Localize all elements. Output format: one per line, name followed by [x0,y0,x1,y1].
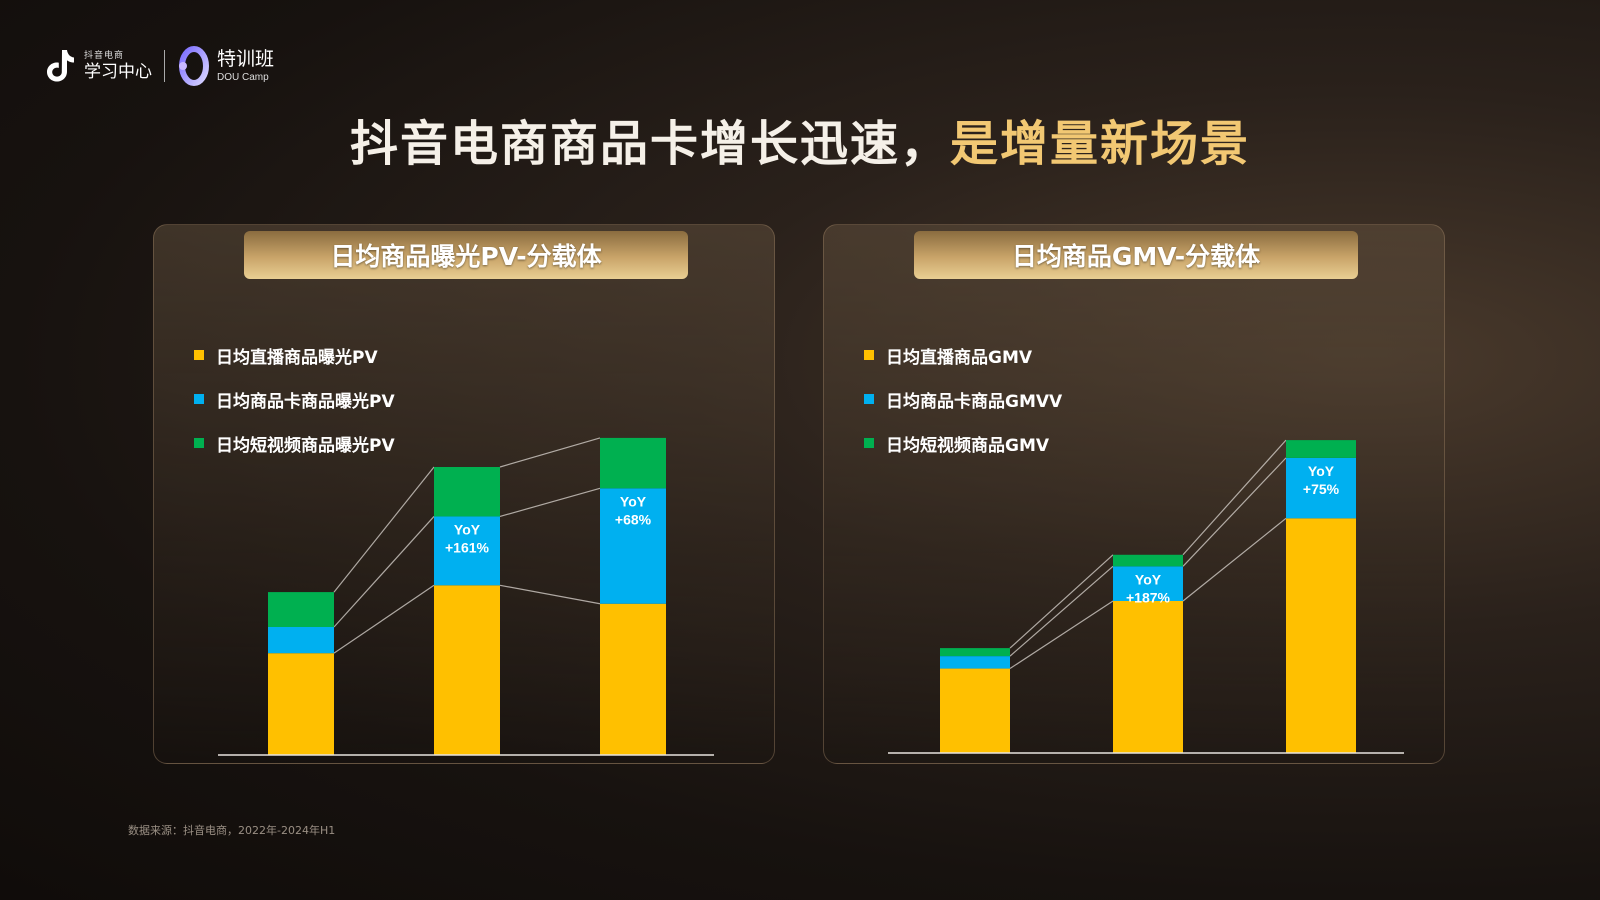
yoy-label: YoY [1135,571,1162,587]
pv-chart: 2022H12023H12024H1YoY+161%YoY+68% [218,437,714,756]
legend-swatch-video [194,438,204,448]
bar-segment [600,488,666,604]
yoy-value: +68% [615,511,652,527]
bar-segment [434,585,500,755]
bar-segment [1113,566,1183,601]
connector-line [1182,517,1287,602]
legend-item: 日均短视频商品GMV [864,421,1062,465]
legend-label: 日均短视频商品曝光PV [216,435,395,456]
connector-line [1182,439,1287,556]
legend-label: 日均短视频商品GMV [886,435,1050,456]
connector-line [333,466,435,593]
bar-segment [1286,457,1356,519]
bar-segment [434,467,500,517]
connector-line [499,584,601,605]
connector-line [499,487,601,518]
bar-segment [600,437,666,489]
gmv-chart-panel: 2022H12023H12024H1YoY+187%YoY+75% 日均商品GM… [823,224,1445,764]
bar-segment [1113,554,1183,567]
legend-label: 日均直播商品曝光PV [216,347,378,368]
camp-subtitle: DOU Camp [217,71,269,83]
connector-line [1009,554,1114,649]
gmv-chart-title: 日均商品GMV-分载体 [914,231,1358,279]
pv-chart-title: 日均商品曝光PV-分载体 [244,231,688,279]
pv-chart-panel: 2022H12023H12024H1YoY+161%YoY+68% 日均商品曝光… [153,224,775,764]
bar-segment [268,653,334,755]
bar-segment [268,627,334,654]
title-part-white: 抖音电商商品卡增长迅速， [349,116,950,172]
douyin-note-icon [47,50,74,82]
yoy-value: +161% [445,539,490,555]
page-title: 抖音电商商品卡增长迅速，是增量新场景 [0,104,1600,174]
legend-item: 日均直播商品曝光PV [194,333,395,377]
yoy-value: +187% [1126,589,1171,605]
bar-segment [1113,601,1183,753]
gmv-chart-legend: 日均直播商品GMV 日均商品卡商品GMVV 日均短视频商品GMV [864,333,1062,465]
legend-label: 日均商品卡商品GMVV [886,391,1063,412]
legend-item: 日均直播商品GMV [864,333,1062,377]
bar-segment [434,516,500,586]
camp-name: 特训班 [217,47,275,70]
yoy-label: YoY [620,493,647,509]
connector-line [1009,565,1114,657]
legend-label: 日均商品卡商品曝光PV [216,391,395,412]
brand-name: 学习中心 [84,61,152,82]
brand-logo: 抖音电商 学习中心 特训班 DOU Camp [44,44,274,88]
bar-segment [940,668,1010,753]
bar-segment [600,603,666,755]
legend-item: 日均商品卡商品GMVV [864,377,1062,421]
connector-line [499,437,601,468]
legend-swatch-card [194,394,204,404]
yoy-label: YoY [1308,463,1335,479]
logo-divider [164,50,165,82]
legend-swatch-live [194,350,204,360]
yoy-label: YoY [454,521,481,537]
bar-segment [1286,518,1356,753]
legend-label: 日均直播商品GMV [886,347,1033,368]
title-part-gold: 是增量新场景 [950,116,1251,172]
bar-segment [940,656,1010,669]
legend-swatch-video [864,438,874,448]
yoy-value: +75% [1303,481,1340,497]
gmv-chart: 2022H12023H12024H1YoY+187%YoY+75% [888,439,1404,754]
bar-segment [940,648,1010,657]
brand-small-text: 抖音电商 [84,50,125,61]
pv-chart-legend: 日均直播商品曝光PV 日均商品卡商品曝光PV 日均短视频商品曝光PV [194,333,395,465]
legend-item: 日均短视频商品曝光PV [194,421,395,465]
connector-line [333,516,435,628]
legend-swatch-live [864,350,874,360]
bar-segment [1286,440,1356,458]
legend-item: 日均商品卡商品曝光PV [194,377,395,421]
connector-line [1009,600,1114,670]
bar-segment [268,592,334,627]
connector-line [333,584,435,654]
connector-line [1182,457,1287,567]
data-source-note: 数据来源：抖音电商，2022年-2024年H1 [128,824,336,837]
dou-camp-logo-icon [179,46,209,86]
legend-swatch-card [864,394,874,404]
